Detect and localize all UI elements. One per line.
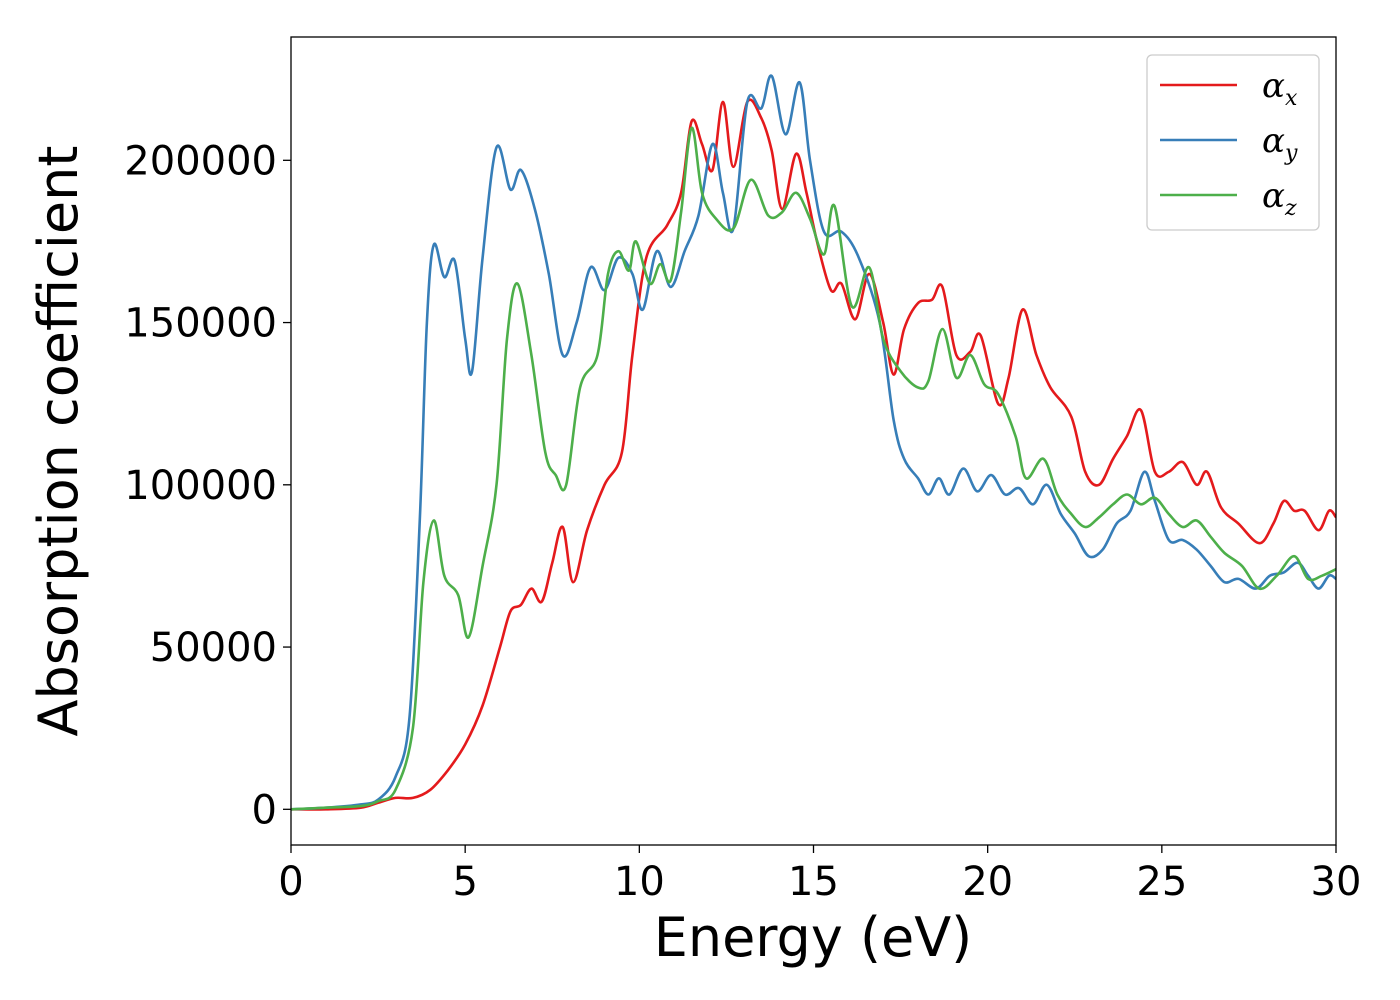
- legend: αx αy αz: [1146, 54, 1320, 231]
- legend-label-x: αx: [1262, 66, 1298, 111]
- y-tick-label: 200000: [124, 138, 277, 184]
- x-tick-label: 25: [1136, 859, 1187, 905]
- x-tick-label: 5: [452, 859, 477, 905]
- y-tick-label: 150000: [124, 301, 277, 347]
- series-line-x: [291, 98, 1336, 811]
- y-tick-label: 50000: [150, 625, 277, 671]
- y-tick-label: 100000: [124, 463, 277, 509]
- x-axis-label: Energy (eV): [654, 906, 973, 969]
- x-tick-label: 10: [614, 859, 665, 905]
- plot-area: [291, 74, 1336, 811]
- x-tick-label: 30: [1311, 859, 1362, 905]
- legend-label-z: αz: [1262, 176, 1297, 221]
- y-axis-label: Absorption coefficient: [27, 146, 90, 737]
- x-tick-label: 20: [962, 859, 1013, 905]
- series-line-z: [291, 126, 1336, 811]
- series-line-y: [291, 74, 1336, 811]
- legend-label-y: αy: [1262, 121, 1298, 166]
- y-tick-label: 0: [252, 787, 277, 833]
- x-tick-label: 15: [788, 859, 839, 905]
- legend-box: [1146, 54, 1320, 231]
- x-tick-label: 0: [278, 859, 303, 905]
- axes: 0 5 10 15 20 25 30 0 50000 100000 150000 200000: [124, 36, 1362, 905]
